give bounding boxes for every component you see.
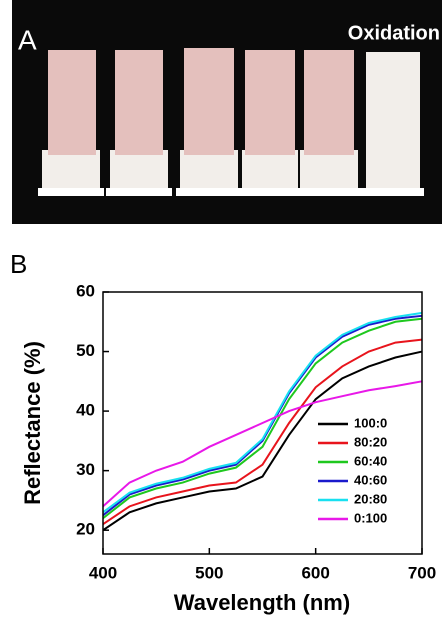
panel-label: A [18, 24, 37, 55]
photo-caption: Oxidation [348, 22, 440, 44]
legend-label: 100:0 [354, 415, 387, 430]
legend-label: 60:40 [354, 453, 387, 468]
samples [38, 48, 424, 196]
y-tick-label: 30 [76, 460, 95, 479]
line [102, 317, 423, 520]
legend-label: 40:60 [354, 472, 387, 487]
y-axis-label: Reflectance (%) [20, 341, 45, 505]
line [102, 314, 423, 517]
legend-label: 0:100 [354, 510, 387, 525]
line [102, 380, 423, 508]
x-tick-label: 600 [301, 563, 329, 582]
x-tick-label: 500 [195, 563, 223, 582]
panel-label: B [10, 249, 27, 279]
y-tick-label: 60 [76, 281, 95, 300]
x-axis-label: Wavelength (nm) [174, 590, 350, 615]
legend-label: 20:80 [354, 491, 387, 506]
line [102, 311, 423, 514]
y-tick-label: 40 [76, 401, 95, 420]
legend-label: 80:20 [354, 434, 387, 449]
line [102, 338, 423, 526]
line [102, 350, 423, 532]
x-tick-label: 700 [408, 563, 436, 582]
y-tick-label: 50 [76, 341, 95, 360]
x-tick-label: 400 [89, 563, 117, 582]
plot-frame [102, 291, 423, 555]
y-tick-label: 20 [76, 520, 95, 539]
